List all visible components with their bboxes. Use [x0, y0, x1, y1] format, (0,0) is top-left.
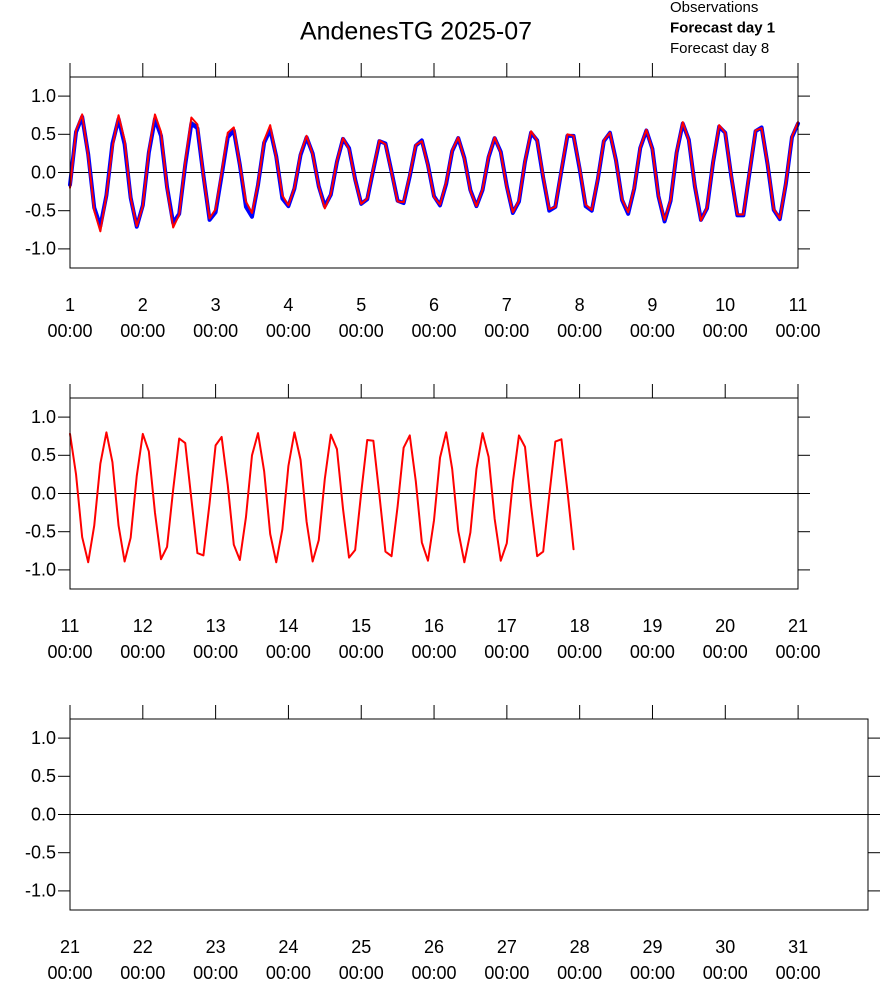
legend-entry: Observations	[670, 0, 758, 16]
series-line	[69, 431, 575, 564]
x-tick-label: 00:00	[120, 642, 165, 662]
y-tick-label: -0.5	[25, 842, 56, 862]
x-tick-label: 3	[211, 295, 221, 315]
x-tick-label: 00:00	[557, 963, 602, 983]
x-tick-label: 30	[715, 937, 735, 957]
x-tick-label: 00:00	[120, 963, 165, 983]
x-tick-label: 00:00	[775, 642, 820, 662]
x-tick-label: 31	[788, 937, 808, 957]
x-tick-label: 19	[642, 616, 662, 636]
plot-frame	[69, 718, 869, 911]
x-tick-label: 13	[206, 616, 226, 636]
x-tick-label: 00:00	[776, 963, 821, 983]
x-tick-label: 00:00	[703, 321, 748, 341]
x-tick-label: 11	[789, 295, 808, 315]
y-tick-label: -1.0	[25, 560, 56, 580]
x-tick-label: 25	[351, 937, 371, 957]
x-tick-label: 24	[278, 937, 298, 957]
x-tick-label: 5	[356, 295, 366, 315]
y-tick-label: 0.0	[31, 804, 56, 824]
y-tick-label: 1.0	[31, 407, 56, 427]
x-tick-label: 21	[60, 937, 80, 957]
x-tick-label: 26	[424, 937, 444, 957]
y-tick-label: -1.0	[25, 881, 56, 901]
x-tick-label: 00:00	[630, 963, 675, 983]
y-tick-label: 1.0	[31, 728, 56, 748]
x-tick-label: 00:00	[484, 642, 529, 662]
x-tick-label: 00:00	[266, 321, 311, 341]
plot-frame	[69, 397, 799, 590]
x-tick-label: 00:00	[775, 321, 820, 341]
x-tick-label: 00:00	[120, 321, 165, 341]
x-tick-label: 12	[133, 616, 153, 636]
x-tick-label: 00:00	[266, 642, 311, 662]
legend-entry: Forecast day 8	[670, 40, 769, 57]
x-tick-label: 18	[570, 616, 590, 636]
x-tick-label: 00:00	[339, 321, 384, 341]
x-tick-label: 00:00	[412, 963, 457, 983]
x-tick-label: 00:00	[703, 642, 748, 662]
x-tick-label: 2	[138, 295, 148, 315]
x-tick-label: 00:00	[411, 321, 456, 341]
x-tick-label: 00:00	[193, 321, 238, 341]
x-tick-label: 22	[133, 937, 153, 957]
x-tick-label: 7	[502, 295, 512, 315]
x-tick-label: 00:00	[47, 963, 92, 983]
legend-entry: Forecast day 1	[670, 19, 775, 36]
y-tick-label: -0.5	[25, 200, 56, 220]
x-tick-label: 00:00	[193, 642, 238, 662]
x-tick-label: 9	[647, 295, 657, 315]
x-tick-label: 00:00	[484, 963, 529, 983]
y-tick-label: 0.5	[31, 766, 56, 786]
x-tick-label: 00:00	[47, 642, 92, 662]
x-tick-label: 00:00	[339, 642, 384, 662]
x-tick-label: 00:00	[703, 963, 748, 983]
x-tick-label: 29	[642, 937, 662, 957]
x-tick-label: 00:00	[557, 642, 602, 662]
x-tick-label: 00:00	[47, 321, 92, 341]
x-tick-label: 10	[715, 295, 735, 315]
x-tick-label: 8	[575, 295, 585, 315]
x-tick-label: 11	[61, 616, 80, 636]
x-tick-label: 20	[715, 616, 735, 636]
x-tick-label: 1	[65, 295, 75, 315]
x-tick-label: 14	[278, 616, 298, 636]
y-tick-label: 0.0	[31, 483, 56, 503]
x-tick-label: 15	[351, 616, 371, 636]
x-tick-label: 21	[788, 616, 808, 636]
x-tick-label: 00:00	[630, 642, 675, 662]
x-tick-label: 23	[206, 937, 226, 957]
x-tick-label: 00:00	[193, 963, 238, 983]
x-tick-label: 00:00	[266, 963, 311, 983]
x-tick-label: 16	[424, 616, 444, 636]
x-tick-label: 00:00	[630, 321, 675, 341]
x-tick-label: 00:00	[557, 321, 602, 341]
x-tick-label: 00:00	[411, 642, 456, 662]
y-tick-label: -1.0	[25, 239, 56, 259]
x-tick-label: 17	[497, 616, 517, 636]
plot-frame	[69, 76, 799, 269]
y-tick-label: 0.5	[31, 445, 56, 465]
y-tick-label: 0.0	[31, 162, 56, 182]
x-tick-label: 00:00	[339, 963, 384, 983]
x-tick-label: 6	[429, 295, 439, 315]
y-tick-label: 1.0	[31, 86, 56, 106]
y-tick-label: -0.5	[25, 521, 56, 541]
y-tick-label: 0.5	[31, 124, 56, 144]
x-tick-label: 28	[570, 937, 590, 957]
x-tick-label: 27	[497, 937, 517, 957]
x-tick-label: 00:00	[484, 321, 529, 341]
chart-title: AndenesTG 2025-07	[300, 18, 532, 46]
series-line	[69, 113, 799, 233]
x-tick-label: 4	[283, 295, 293, 315]
